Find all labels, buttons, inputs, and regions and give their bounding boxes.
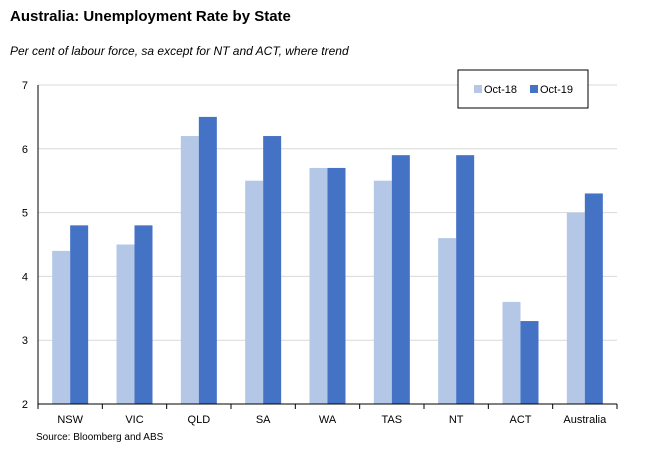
legend-swatch [474,85,482,93]
x-tick-label: SA [256,414,271,426]
bar-oct-18-wa [309,167,328,404]
bar-oct-19-act [520,321,539,404]
axes [37,85,617,405]
y-tick-label: 7 [22,80,28,92]
bar-oct-18-nt [438,238,457,404]
x-tick-label: TAS [382,414,403,426]
bar-oct-18-nsw [52,250,71,404]
x-tick-label: ACT [510,414,532,426]
bar-oct-19-qld [198,116,217,405]
x-axis-ticks: NSW VIC QLD SA WA TAS NT ACT Australia [37,404,618,426]
y-tick-label: 2 [22,399,28,411]
bar-oct-19-wa [327,167,346,404]
bar-oct-19-tas [391,155,410,404]
bar-oct-19-nt [456,155,475,404]
y-tick-label: 3 [22,335,28,347]
x-tick-label: NSW [57,414,83,426]
bar-oct-18-vic [116,244,135,404]
bar-oct-18-qld [180,136,199,405]
y-tick-label: 5 [22,208,28,220]
x-tick-label: WA [319,414,337,426]
x-tick-label: Australia [563,414,607,426]
legend-label: Oct-19 [540,84,573,96]
bar-oct-19-vic [134,225,153,404]
legend-label: Oct-18 [484,84,517,96]
x-tick-label: VIC [125,414,143,426]
bar-oct-18-australia [566,212,585,404]
x-tick-label: NT [449,414,464,426]
x-tick-label: QLD [188,414,211,426]
bar-oct-19-nsw [70,225,89,404]
y-axis-ticks: 2 3 4 5 6 7 [22,80,28,411]
bar-oct-18-sa [245,180,264,404]
y-tick-label: 6 [22,144,28,156]
bar-oct-18-act [502,301,521,404]
source-note: Source: Bloomberg and ABS [36,432,164,443]
chart-title: Australia: Unemployment Rate by State [10,8,291,25]
bars [52,116,603,405]
legend: Oct-18 Oct-19 [457,69,589,109]
legend-swatch [530,85,538,93]
chart-subtitle: Per cent of labour force, sa except for … [10,44,349,58]
bar-oct-19-sa [263,136,282,405]
bar-oct-18-tas [373,180,392,404]
bar-oct-19-australia [584,193,603,404]
y-tick-label: 4 [22,271,28,283]
